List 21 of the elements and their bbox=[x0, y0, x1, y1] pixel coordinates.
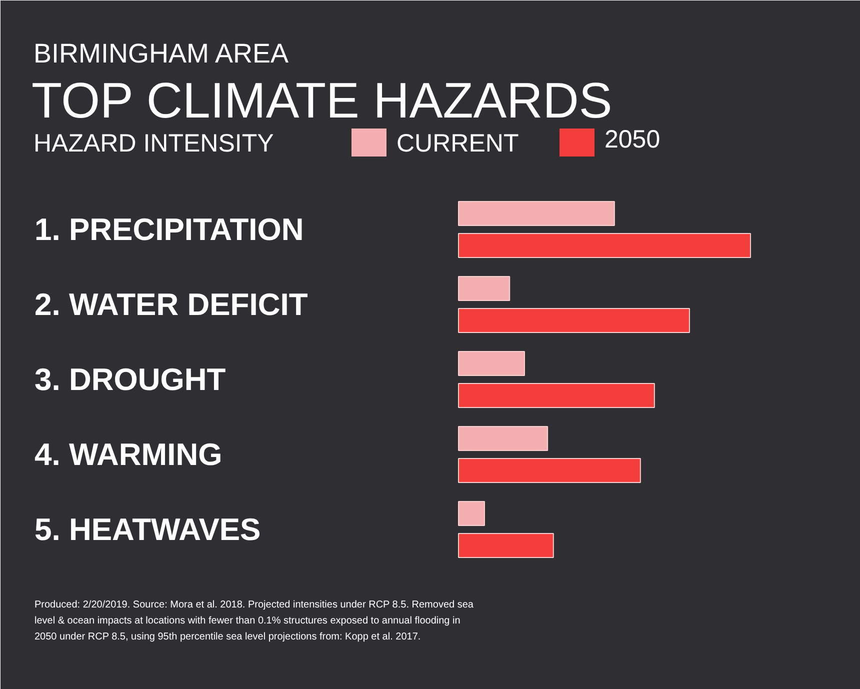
bar bbox=[458, 276, 510, 301]
bar bbox=[458, 383, 655, 408]
y-tick-label: 4. WARMING bbox=[34, 437, 222, 472]
bar bbox=[458, 308, 690, 333]
bar bbox=[458, 501, 485, 526]
legend-title: HAZARD INTENSITY bbox=[34, 130, 274, 158]
legend-label: CURRENT bbox=[396, 130, 519, 158]
bar bbox=[458, 233, 751, 258]
legend-label: 2050 bbox=[604, 126, 660, 154]
bar bbox=[458, 533, 554, 558]
y-tick-label: 1. PRECIPITATION bbox=[34, 212, 304, 247]
y-tick-label: 2. WATER DEFICIT bbox=[34, 287, 308, 322]
text: BIRMINGHAM AREA bbox=[34, 38, 289, 68]
bar bbox=[458, 351, 525, 376]
text: Produced: 2/20/2019. Source: Mora et al. 2018. Projected intensities under RCP 8.5. Removed sea level & ocean impacts at locations with fewer than 0.1% structures exposed to annual flooding in 2050 under RCP 8.5, using 95th percentile sea level projections from: Kopp et al. 2017. bbox=[34, 600, 474, 642]
bar bbox=[458, 426, 548, 451]
bar bbox=[458, 201, 615, 226]
chart-title: TOP CLIMATE HAZARDS bbox=[32, 72, 612, 128]
y-tick-label: 5. HEATWAVES bbox=[34, 512, 261, 547]
y-tick-label: 3. DROUGHT bbox=[34, 362, 226, 397]
bar bbox=[458, 458, 641, 483]
